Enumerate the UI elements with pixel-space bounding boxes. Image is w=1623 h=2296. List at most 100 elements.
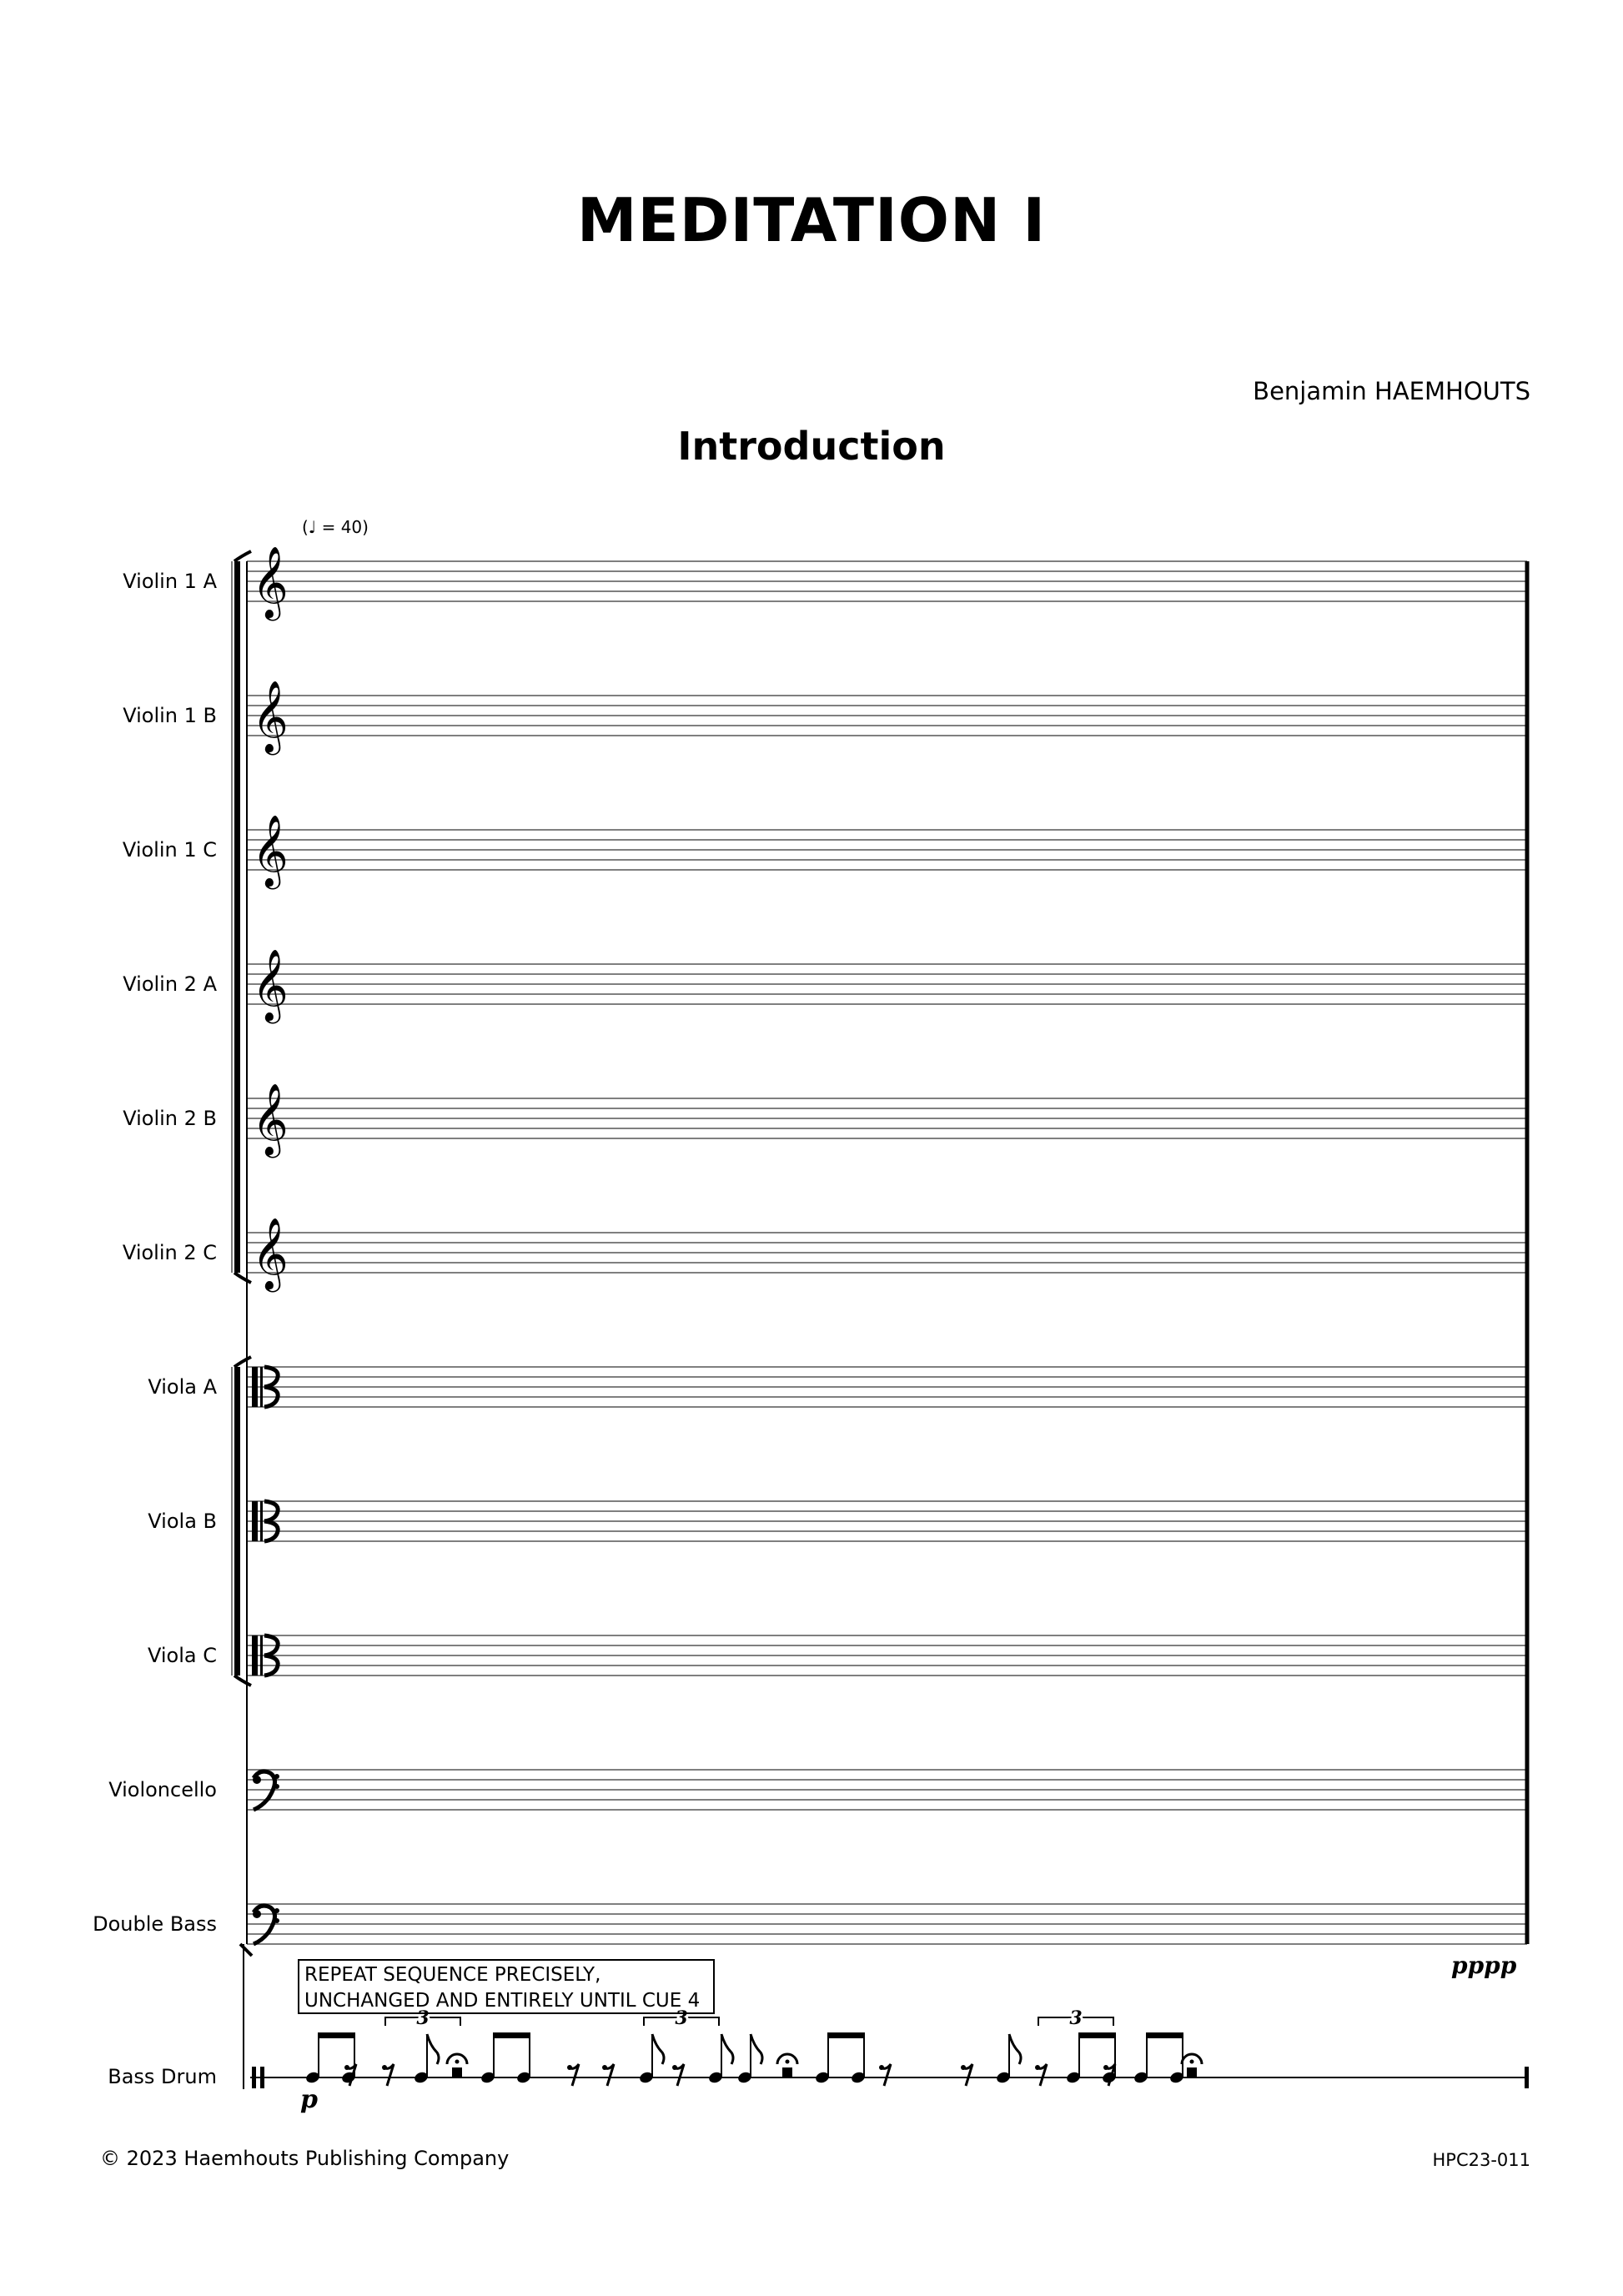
fermata-icon — [1189, 2059, 1194, 2064]
violin-bracket — [234, 561, 240, 1273]
catalog-number: HPC23-011 — [1432, 2150, 1531, 2170]
staff: 𝄞 — [247, 1083, 1527, 1158]
treble-clef-icon: 𝄞 — [252, 815, 289, 890]
viola-bracket — [233, 1355, 252, 1369]
staff — [247, 1499, 1527, 1544]
note-beam — [1146, 2032, 1183, 2038]
instrument-label: Viola B — [148, 1510, 217, 1533]
staff: 𝄞 — [247, 949, 1527, 1024]
fermata-icon — [776, 2052, 799, 2065]
eighth-rest-icon — [567, 2065, 572, 2070]
note-icon — [1067, 2072, 1080, 2083]
staff — [247, 1903, 1527, 1947]
instrument-label: Viola A — [148, 1375, 217, 1399]
alto-clef-icon — [260, 1501, 263, 1541]
instrument-label-bass-drum: Bass Drum — [108, 2065, 217, 2088]
staff: 𝄞 — [247, 546, 1527, 621]
tuplet-bracket — [1038, 2017, 1114, 2026]
note-icon — [738, 2072, 751, 2083]
note-beam — [318, 2032, 355, 2038]
bass-clef-icon — [253, 1910, 261, 1918]
bass-clef-icon — [251, 1903, 277, 1947]
instruction-line-2: UNCHANGED AND ENTIRELY UNTIL CUE 4 — [304, 1990, 701, 2012]
eighth-rest-icon — [961, 2065, 966, 2070]
note-icon — [1134, 2072, 1148, 2083]
alto-clef-icon — [264, 1364, 280, 1409]
eighth-rest-icon — [672, 2065, 677, 2070]
eighth-rest-icon — [1035, 2065, 1040, 2070]
staff: 𝄞 — [247, 1218, 1527, 1293]
movement-title: Introduction — [677, 424, 946, 469]
alto-clef-icon — [252, 1501, 258, 1541]
alto-clef-icon — [264, 1633, 280, 1678]
note-icon — [415, 2072, 428, 2083]
tempo-marking: (♩ = 40) — [302, 517, 369, 537]
treble-clef-icon: 𝄞 — [252, 1083, 289, 1158]
note-icon — [997, 2072, 1010, 2083]
fermata-icon — [1180, 2052, 1203, 2065]
fermata-icon — [455, 2059, 460, 2064]
note-flag — [749, 2033, 764, 2065]
staff — [247, 1364, 1527, 1409]
note-icon — [1170, 2072, 1183, 2083]
score-title: MEDITATION I — [576, 185, 1047, 255]
alto-clef-icon — [264, 1499, 280, 1544]
instruction-line-1: REPEAT SEQUENCE PRECISELY, — [304, 1964, 601, 1986]
note-icon — [852, 2072, 865, 2083]
staff — [247, 1633, 1527, 1678]
tuplet-number: 3 — [1069, 2007, 1082, 2029]
bass-clef-icon — [274, 1784, 279, 1789]
alto-clef-icon — [260, 1367, 263, 1407]
note-flag — [720, 2033, 735, 2065]
alto-clef-icon — [260, 1635, 263, 1676]
staff: 𝄞 — [247, 815, 1527, 890]
bass-drum-dynamic: p — [300, 2085, 318, 2114]
note-flag — [425, 2033, 440, 2065]
note-beam — [493, 2032, 530, 2038]
instrument-label: Violin 1 C — [122, 838, 217, 862]
tuplet-bracket — [643, 2017, 720, 2026]
tuplet-bracket — [384, 2017, 461, 2026]
instrument-label: Violoncello — [108, 1778, 217, 1801]
final-barline-percussion — [1525, 2067, 1529, 2088]
viola-bracket — [231, 1367, 233, 1676]
percussion-clef-icon — [260, 2067, 264, 2088]
bass-clef-icon — [274, 1774, 279, 1779]
treble-clef-icon: 𝄞 — [252, 681, 289, 756]
viola-bracket — [233, 1674, 252, 1687]
percussion-clef-icon — [252, 2067, 256, 2088]
treble-clef-icon: 𝄞 — [252, 949, 289, 1024]
copyright: © 2023 Haemhouts Publishing Company — [100, 2147, 510, 2170]
alto-clef-icon — [252, 1367, 258, 1407]
violin-bracket — [231, 561, 233, 1273]
note-beam — [1078, 2032, 1116, 2038]
eighth-rest-icon — [879, 2065, 884, 2070]
eighth-rest-icon — [344, 2065, 349, 2070]
bass-clef-icon — [253, 1776, 261, 1784]
instrument-label: Double Bass — [93, 1912, 217, 1936]
strings-bracket-end — [239, 1942, 254, 1957]
quarter-rest-icon — [1187, 2067, 1197, 2077]
staff: 𝄞 — [247, 681, 1527, 756]
note-icon — [709, 2072, 722, 2083]
bass-clef-icon — [251, 1769, 277, 1812]
quarter-rest-icon — [452, 2067, 462, 2077]
note-icon — [481, 2072, 495, 2083]
quarter-rest-icon — [782, 2067, 792, 2077]
treble-clef-icon: 𝄞 — [252, 1218, 289, 1293]
composer: Benjamin HAEMHOUTS — [1253, 377, 1530, 405]
strings-dynamic: pppp — [1451, 1952, 1517, 1979]
violin-bracket — [233, 1271, 252, 1284]
bass-clef-icon — [274, 1908, 279, 1913]
repeat-instruction-box: REPEAT SEQUENCE PRECISELY, UNCHANGED AND… — [298, 1959, 715, 2014]
instrument-label: Violin 2 C — [122, 1241, 217, 1264]
note-icon — [306, 2072, 319, 2083]
fermata-icon — [445, 2052, 469, 2065]
note-beam — [827, 2032, 865, 2038]
instrument-label: Violin 1 B — [123, 704, 217, 727]
staff — [247, 1769, 1527, 1812]
instrument-label: Violin 2 A — [123, 972, 217, 996]
note-flag — [1007, 2033, 1023, 2065]
eighth-rest-icon — [1103, 2065, 1108, 2070]
